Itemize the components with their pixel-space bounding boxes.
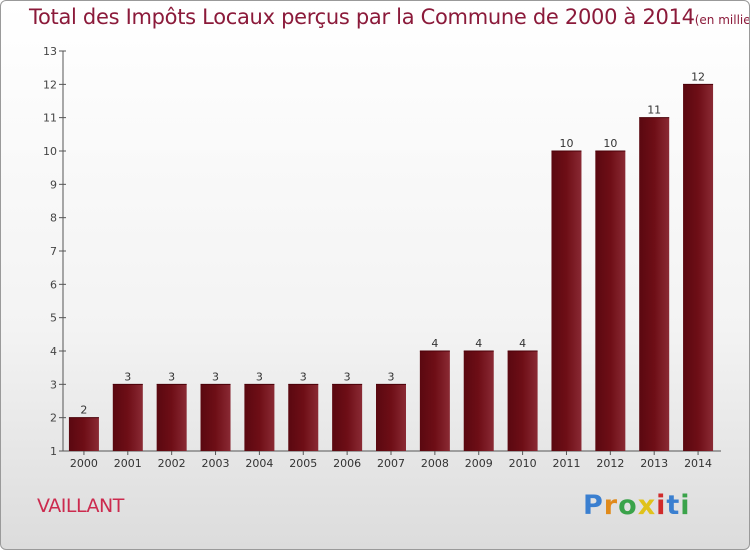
y-tick-label: 13 <box>43 45 57 58</box>
bar <box>463 351 494 451</box>
x-tick-label: 2000 <box>70 457 98 470</box>
x-tick-label: 2007 <box>377 457 405 470</box>
y-tick-label: 8 <box>50 212 57 225</box>
data-label: 12 <box>691 70 705 83</box>
x-tick-label: 2010 <box>509 457 537 470</box>
chart-title-main: Total des Impôts Locaux perçus par la Co… <box>29 5 695 29</box>
bar <box>200 384 231 451</box>
bar <box>551 151 582 451</box>
chart-title-unit: (en milliers d'€) <box>694 13 750 27</box>
data-label: 4 <box>475 337 482 350</box>
bar <box>156 384 187 451</box>
x-tick-label: 2014 <box>684 457 712 470</box>
data-label: 3 <box>212 370 219 383</box>
proxiti-logo: Proxiti <box>583 490 691 521</box>
bar <box>507 351 538 451</box>
bar <box>376 384 406 451</box>
x-tick-label: 2006 <box>333 457 361 470</box>
x-tick-label: 2001 <box>114 457 142 470</box>
bar <box>288 384 319 451</box>
data-label: 3 <box>344 370 351 383</box>
y-tick-label: 1 <box>50 445 57 458</box>
y-tick-label: 4 <box>50 345 57 358</box>
y-tick-label: 2 <box>50 412 57 425</box>
data-label: 11 <box>647 104 661 117</box>
y-tick-label: 5 <box>50 312 57 325</box>
commune-name: VAILLANT <box>37 495 124 517</box>
bar <box>68 417 99 451</box>
data-label: 3 <box>300 370 307 383</box>
x-tick-label: 2009 <box>465 457 493 470</box>
x-tick-label: 2013 <box>640 457 668 470</box>
bar <box>244 384 275 451</box>
y-tick-label: 11 <box>43 112 57 125</box>
x-tick-label: 2003 <box>202 457 230 470</box>
data-label: 4 <box>431 337 438 350</box>
bar <box>639 117 670 452</box>
x-tick-label: 2012 <box>596 457 624 470</box>
data-label: 3 <box>256 370 263 383</box>
x-tick-label: 2002 <box>158 457 186 470</box>
y-tick-label: 3 <box>50 378 57 391</box>
bar <box>419 351 450 451</box>
data-label: 3 <box>124 370 131 383</box>
data-label: 4 <box>519 337 526 350</box>
x-tick-label: 2008 <box>421 457 449 470</box>
y-tick-label: 9 <box>50 178 57 191</box>
bar <box>595 151 626 451</box>
chart-title: Total des Impôts Locaux perçus par la Co… <box>29 5 750 29</box>
x-tick-label: 2011 <box>552 457 580 470</box>
y-tick-label: 12 <box>43 78 57 91</box>
bar <box>332 384 363 451</box>
data-label: 3 <box>168 370 175 383</box>
bar <box>683 84 714 451</box>
bar <box>112 384 143 451</box>
x-tick-label: 2004 <box>245 457 273 470</box>
data-label: 10 <box>603 137 617 150</box>
data-label: 3 <box>388 370 395 383</box>
data-label: 2 <box>80 404 87 417</box>
y-tick-label: 6 <box>50 278 57 291</box>
y-tick-label: 10 <box>43 145 57 158</box>
y-tick-label: 7 <box>50 245 57 258</box>
data-label: 10 <box>559 137 573 150</box>
x-tick-label: 2005 <box>289 457 317 470</box>
